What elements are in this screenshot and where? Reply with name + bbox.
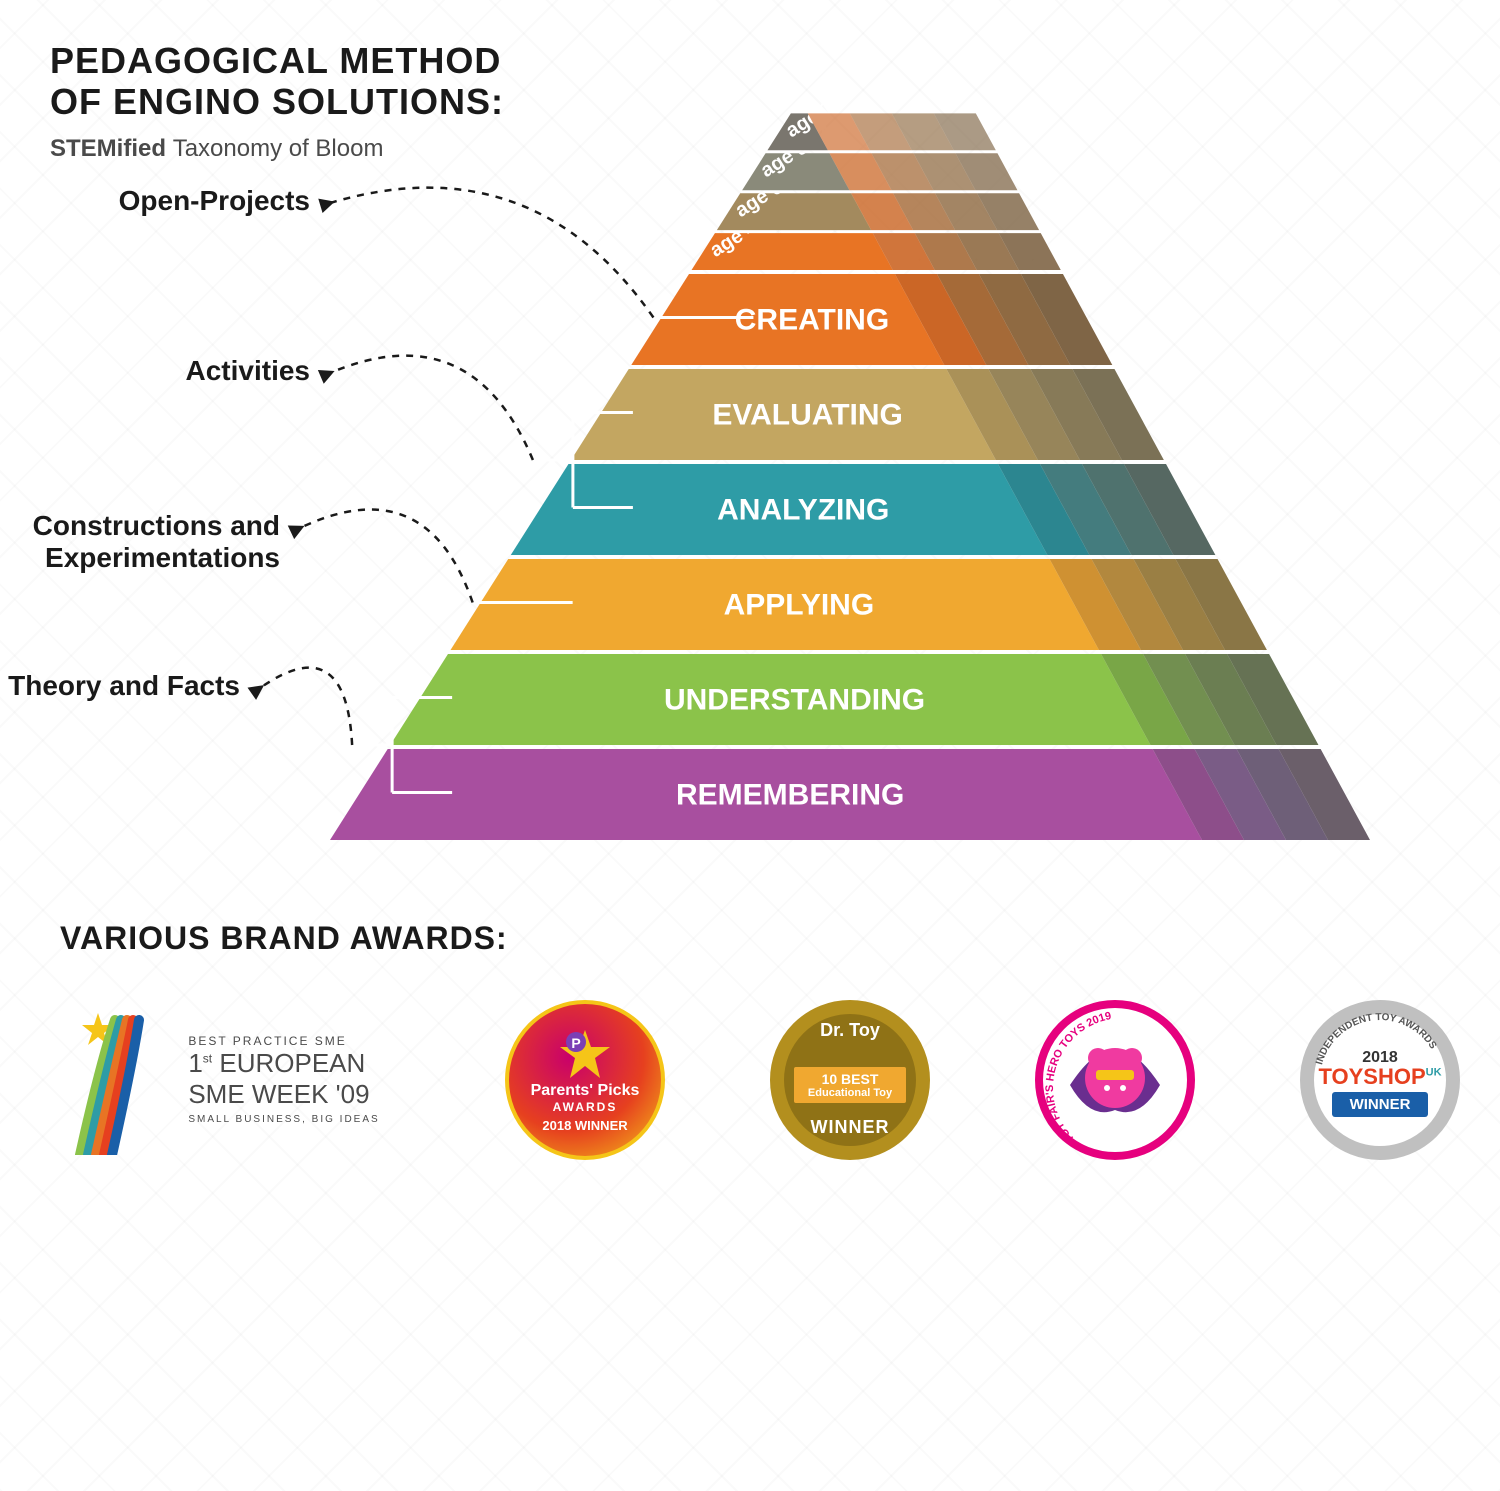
award-text: Dr. Toy	[820, 1020, 880, 1041]
award-text: Educational Toy	[808, 1087, 892, 1099]
svg-text:P: P	[571, 1035, 580, 1051]
pyramid-label-1: UNDERSTANDING	[664, 684, 925, 717]
award-herotoys: TOY FAIR'S HERO TOYS 2019	[1035, 1000, 1195, 1160]
award-text: 2018 WINNER	[542, 1118, 627, 1133]
award-text: BEST PRACTICE SME	[188, 1034, 379, 1048]
callout-3: Theory and Facts	[8, 670, 240, 702]
award-ring-text-icon: TOY FAIR'S HERO TOYS 2019	[1043, 1008, 1203, 1168]
subtitle-bold: STEMified	[50, 135, 166, 162]
award-text: 1st EUROPEAN	[188, 1048, 379, 1079]
award-drtoy: Dr. Toy 10 BEST Educational Toy WINNER	[770, 1000, 930, 1160]
award-toyshop: INDEPENDENT TOY AWARDS 2018 TOYSHOPUK WI…	[1300, 1000, 1460, 1160]
award-text: WINNER	[811, 1117, 890, 1138]
svg-text:TOY FAIR'S HERO TOYS 2019: TOY FAIR'S HERO TOYS 2019	[1044, 1010, 1112, 1145]
pyramid-label-0: REMEMBERING	[676, 779, 904, 812]
svg-text:INDEPENDENT TOY AWARDS: INDEPENDENT TOY AWARDS	[1314, 1012, 1438, 1066]
awards-row: BEST PRACTICE SME 1st EUROPEAN SME WEEK …	[40, 980, 1460, 1180]
award-text: SMALL BUSINESS, BIG IDEAS	[188, 1114, 379, 1126]
award-text: SME WEEK '09	[188, 1079, 379, 1110]
pyramid-label-3: ANALYZING	[717, 494, 889, 527]
awards-header: VARIOUS BRAND AWARDS:	[60, 920, 508, 957]
pyramid-diagram: REMEMBERING UNDERSTANDING APPLYING ANALYZIN…	[280, 20, 1440, 850]
award-text: AWARDS	[553, 1100, 618, 1114]
callout-0: Open-Projects	[119, 185, 310, 217]
callout-line: Experimentations	[33, 542, 280, 574]
award-smeweek: BEST PRACTICE SME 1st EUROPEAN SME WEEK …	[40, 1005, 400, 1155]
callout-1: Activities	[186, 355, 311, 387]
pyramid-label-5: CREATING	[735, 304, 889, 337]
award-ring-text-icon: INDEPENDENT TOY AWARDS	[1300, 1000, 1460, 1160]
pyramid-label-2: APPLYING	[724, 589, 875, 622]
star-icon: P	[558, 1028, 612, 1082]
smeweek-logo-icon	[60, 1005, 170, 1155]
award-parentspicks: P Parents' Picks AWARDS 2018 WINNER	[505, 1000, 665, 1160]
award-text: Parents' Picks	[531, 1082, 640, 1100]
pyramid-label-4: EVALUATING	[712, 399, 903, 432]
callout-line: Constructions and	[33, 510, 280, 542]
callout-2: Constructions andExperimentations	[33, 510, 280, 574]
award-text: 10 BEST	[808, 1071, 892, 1087]
